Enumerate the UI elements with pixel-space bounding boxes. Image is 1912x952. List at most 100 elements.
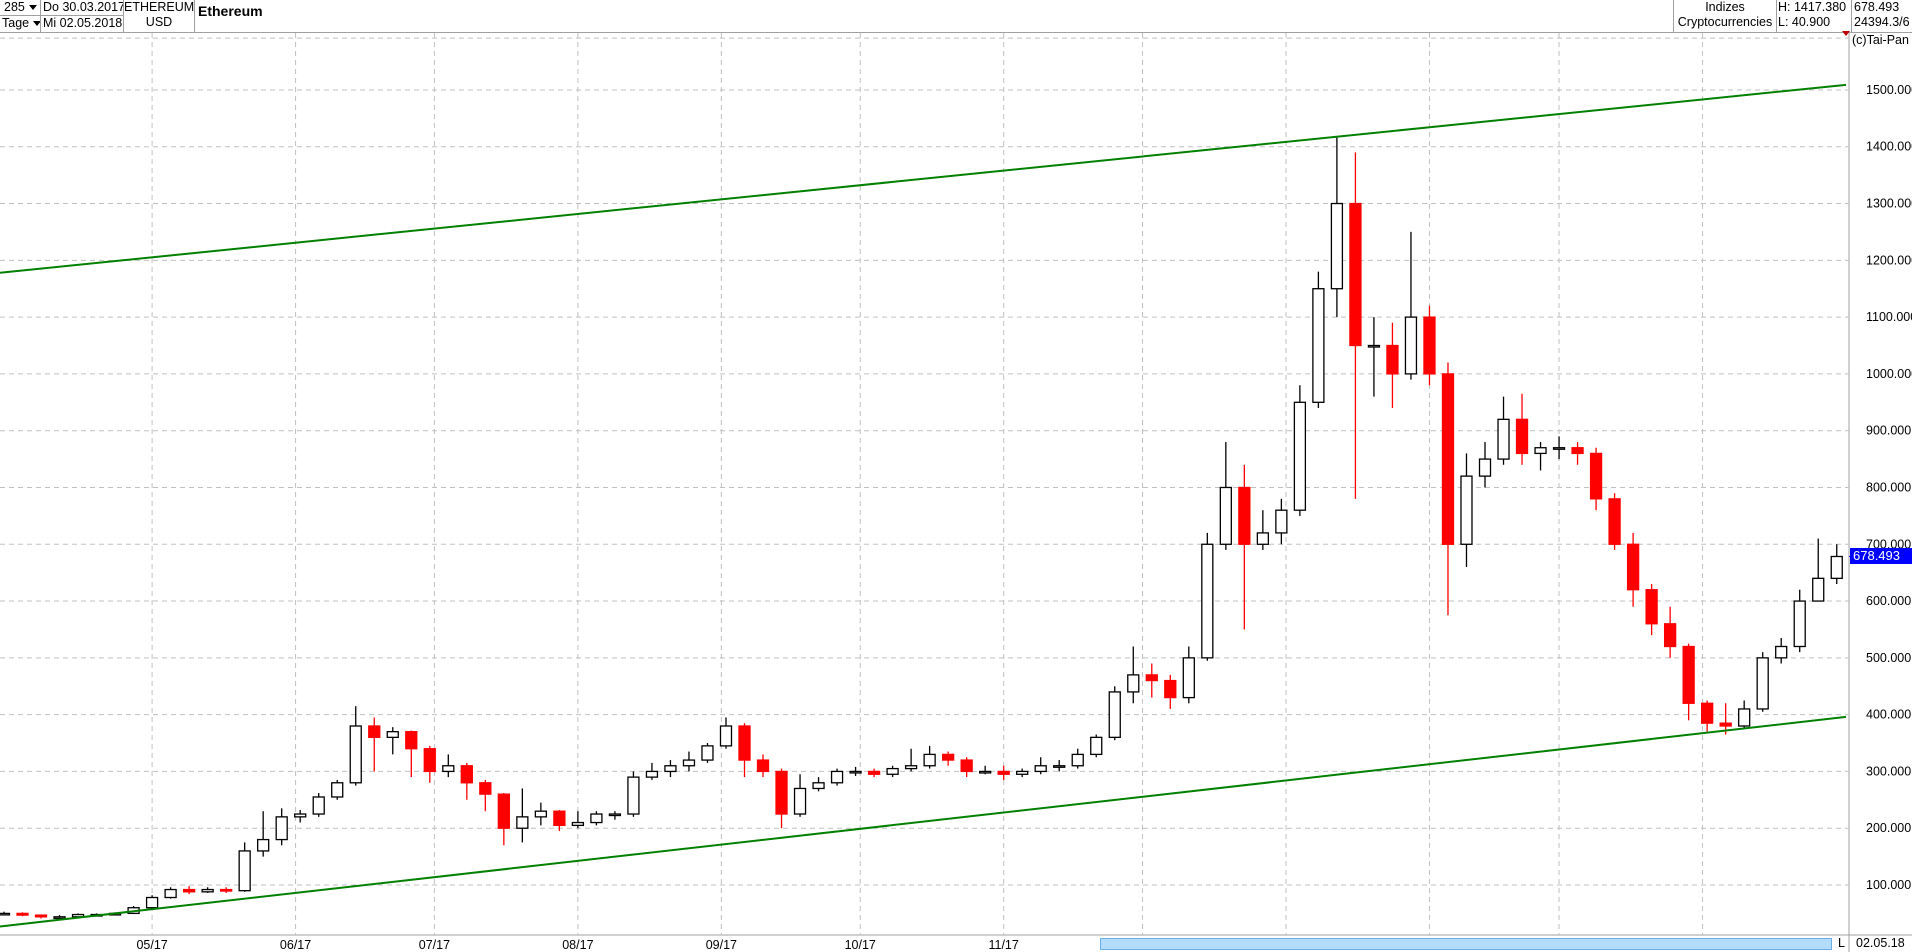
y-tick-label: 700.000 bbox=[1866, 537, 1911, 551]
y-tick-label: 900.000 bbox=[1866, 424, 1911, 438]
candle-down bbox=[1663, 623, 1677, 648]
date-range: Do 30.03.2017 Mi 02.05.2018 bbox=[41, 0, 124, 32]
y-tick-label: 200.000 bbox=[1866, 821, 1911, 835]
candle-down bbox=[479, 782, 492, 795]
candle-up bbox=[312, 796, 325, 815]
candle-up bbox=[812, 782, 825, 790]
chevron-down-icon bbox=[28, 5, 37, 11]
candle-down bbox=[1515, 418, 1529, 455]
candle-down bbox=[1571, 447, 1584, 455]
y-tick-label: 500.000 bbox=[1866, 651, 1911, 665]
candle-down bbox=[1719, 722, 1732, 727]
candle-up bbox=[1404, 316, 1418, 375]
candle-up bbox=[1497, 418, 1510, 460]
candle-up bbox=[1793, 600, 1806, 648]
candle-up bbox=[979, 770, 992, 774]
candle-down bbox=[756, 759, 770, 773]
candle-up bbox=[1830, 555, 1843, 579]
candle-down bbox=[997, 770, 1010, 775]
candle-down bbox=[1145, 674, 1158, 682]
candle-up bbox=[682, 759, 696, 767]
candle-up bbox=[1330, 202, 1344, 290]
candle-up bbox=[701, 745, 714, 761]
candle-up bbox=[664, 765, 677, 773]
y-tick-label: 100.000 bbox=[1866, 878, 1911, 892]
y-tick-label: 800.000 bbox=[1866, 480, 1911, 494]
y-tick-label: 300.000 bbox=[1866, 764, 1911, 778]
candle-down bbox=[738, 725, 751, 761]
candle-down bbox=[182, 888, 196, 893]
candle-down bbox=[1589, 452, 1603, 500]
candle-up bbox=[1182, 657, 1195, 699]
x-tick-label: 07/17 bbox=[419, 938, 450, 952]
start-date[interactable]: Do 30.03.2017 bbox=[43, 0, 123, 14]
candle-up bbox=[1090, 736, 1103, 756]
symbol: ETHEREUM bbox=[124, 0, 194, 14]
candle-up bbox=[1552, 447, 1566, 450]
candle-down bbox=[1608, 498, 1621, 545]
candle-up bbox=[719, 725, 733, 747]
candle-down bbox=[34, 914, 48, 918]
candle-up bbox=[1756, 657, 1769, 710]
candle-up bbox=[1312, 288, 1325, 403]
chevron-down-icon bbox=[33, 21, 40, 27]
candle-up bbox=[571, 821, 585, 827]
candle-up bbox=[923, 753, 936, 767]
category-info: Indizes Cryptocurrencies bbox=[1673, 0, 1777, 32]
x-tick-label: 08/17 bbox=[562, 938, 593, 952]
candle-up bbox=[886, 767, 899, 775]
candle-up bbox=[1127, 674, 1140, 693]
candle-down bbox=[1238, 486, 1251, 545]
candle-up bbox=[386, 731, 399, 739]
category: Cryptocurrencies bbox=[1677, 15, 1773, 29]
volume-info: 24394.3/6 bbox=[1854, 15, 1910, 29]
copyright: (c)Tai-Pan bbox=[1852, 33, 1909, 47]
candle-up bbox=[294, 813, 307, 818]
high-low-info: H: 1417.380 L: 40.900 bbox=[1776, 0, 1852, 32]
end-date[interactable]: Mi 02.05.2018 bbox=[41, 15, 123, 30]
x-tick-label: 10/17 bbox=[845, 938, 876, 952]
candle-up bbox=[534, 810, 548, 818]
marker-triangle-icon bbox=[1842, 31, 1850, 36]
candle-up bbox=[1534, 447, 1547, 455]
candle-up bbox=[164, 888, 177, 899]
candle-up bbox=[1367, 344, 1381, 348]
y-tick-label: 1000.000 bbox=[1866, 367, 1912, 381]
candle-down bbox=[220, 888, 233, 892]
candle-down bbox=[1701, 702, 1714, 724]
x-tick-label: 06/17 bbox=[280, 938, 311, 952]
high-value: H: 1417.380 bbox=[1778, 0, 1847, 14]
candle-up bbox=[516, 816, 529, 829]
chart-header: 285 Tage Do 30.03.2017 Mi 02.05.2018 ETH… bbox=[0, 0, 1912, 33]
bar-count-dropdown[interactable]: 285 bbox=[0, 0, 40, 15]
candle-up bbox=[1775, 645, 1788, 659]
candle-up bbox=[1738, 708, 1751, 727]
candle-down bbox=[1386, 344, 1399, 375]
x-tick-label: 05/17 bbox=[136, 938, 167, 952]
candle-down bbox=[1645, 589, 1658, 625]
candle-down bbox=[368, 725, 381, 739]
candle-up bbox=[145, 896, 159, 909]
candle-up bbox=[53, 916, 66, 919]
chart-title: Ethereum bbox=[198, 3, 263, 19]
candle-up bbox=[0, 912, 11, 916]
candle-up bbox=[1256, 532, 1270, 545]
y-tick-label: 1500.000 bbox=[1866, 83, 1912, 97]
candle-down bbox=[1441, 373, 1455, 545]
candle-up bbox=[349, 725, 362, 784]
candle-down bbox=[941, 753, 955, 761]
trendline bbox=[0, 715, 1847, 928]
candle-up bbox=[645, 770, 659, 778]
x-tick-label: 09/17 bbox=[706, 938, 737, 952]
candle-down bbox=[1164, 679, 1177, 699]
low-value: L: 40.900 bbox=[1778, 15, 1831, 29]
time-scrollbar[interactable] bbox=[1100, 938, 1832, 950]
candle-up bbox=[830, 770, 844, 784]
y-tick-label: 1200.000 bbox=[1866, 253, 1912, 267]
candle-up bbox=[257, 838, 270, 852]
trendline bbox=[0, 83, 1847, 274]
x-tick-label: 11/17 bbox=[988, 938, 1018, 952]
period-dropdown[interactable]: Tage bbox=[0, 15, 40, 31]
candle-down bbox=[1423, 316, 1436, 375]
